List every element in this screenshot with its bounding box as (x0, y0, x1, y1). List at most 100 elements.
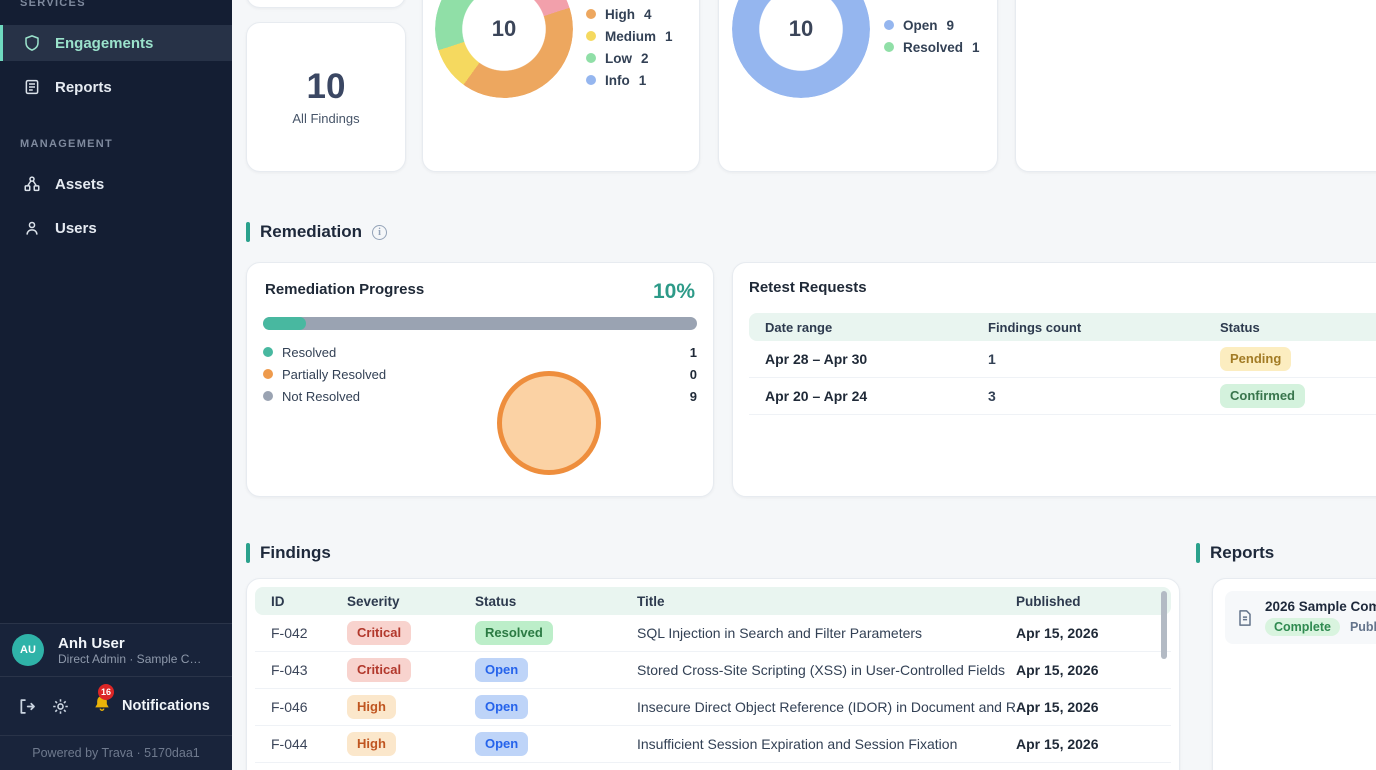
col-status: Status (475, 594, 637, 609)
legend-item-resolved: Resolved1 (884, 36, 980, 58)
retest-table-header: Date range Findings count Status (749, 313, 1376, 341)
app-root: SERVICES Engagements Reports MANAGEMENT … (0, 0, 1376, 770)
all-findings-value: 10 (307, 69, 346, 104)
powered-by-footer: Powered by Trava · 5170daa1 (0, 735, 232, 770)
sidebar-section-services: SERVICES (0, 0, 232, 9)
notification-count-badge: 16 (98, 684, 114, 700)
resolved-dot (263, 347, 273, 357)
progress-track (263, 317, 697, 330)
partially-resolved-dot (263, 369, 273, 379)
remediation-legend: Resolved1 Partially Resolved0 Not Resolv… (263, 341, 697, 407)
legend-item-partially-resolved: Partially Resolved0 (263, 363, 697, 385)
status-badge: Open (475, 695, 528, 719)
sidebar-section-management: MANAGEMENT (0, 138, 232, 150)
retest-requests-title: Retest Requests (749, 279, 867, 296)
col-published: Published (1016, 594, 1136, 609)
network-nodes-icon (23, 175, 41, 193)
finding-row[interactable]: F-042 Critical Resolved SQL Injection in… (255, 615, 1171, 652)
sidebar: SERVICES Engagements Reports MANAGEMENT … (0, 0, 232, 770)
retest-row: Apr 20 – Apr 24 3 Confirmed (749, 378, 1376, 415)
retest-requests-card: Retest Requests Date range Findings coun… (732, 262, 1376, 497)
partial-card-above (246, 0, 406, 8)
report-status-badge: Complete (1265, 618, 1340, 636)
status-donut-center: 10 (732, 0, 870, 98)
document-lines-icon (23, 78, 41, 96)
status-badge-confirmed: Confirmed (1220, 384, 1305, 408)
main-content: 10 All Findings 10 Critical2 High4 Mediu… (232, 0, 1376, 770)
finding-row[interactable]: F-046 High Open Insecure Direct Object R… (255, 689, 1171, 726)
report-title: 2026 Sample Compan (1265, 599, 1376, 614)
col-findings-count: Findings count (988, 320, 1220, 335)
severity-badge: Critical (347, 658, 411, 682)
resolved-dot (884, 42, 894, 52)
report-file-icon (1235, 608, 1255, 628)
medium-dot (586, 31, 596, 41)
remediation-bubble-chart (497, 371, 601, 475)
severity-donut-wrap: 10 (435, 0, 573, 98)
legend-item-medium: Medium1 (586, 25, 673, 47)
notifications-label[interactable]: Notifications (122, 698, 210, 714)
finding-row[interactable]: F-043 Critical Open Stored Cross-Site Sc… (255, 652, 1171, 689)
shield-icon (23, 34, 41, 52)
legend-item-open: Open9 (884, 14, 980, 36)
sidebar-item-label: Engagements (55, 35, 153, 52)
progress-fill (263, 317, 306, 330)
col-id: ID (255, 594, 347, 609)
legend-item-low: Low2 (586, 47, 673, 69)
overview-card-extra (1015, 0, 1376, 172)
status-badge-pending: Pending (1220, 347, 1291, 371)
all-findings-card: 10 All Findings (246, 22, 406, 172)
logout-icon[interactable] (16, 696, 36, 716)
open-dot (884, 20, 894, 30)
sidebar-item-label: Assets (55, 176, 104, 193)
col-title: Title (637, 594, 1016, 609)
findings-section-header: Findings (246, 542, 331, 564)
reports-title: Reports (1210, 543, 1274, 563)
sidebar-user-section: AU Anh User Direct Admin · Sample Co... … (0, 623, 232, 735)
user-row[interactable]: AU Anh User Direct Admin · Sample Co... (0, 624, 232, 677)
sidebar-item-users[interactable]: Users (0, 210, 232, 246)
severity-badge: High (347, 732, 396, 756)
col-status: Status (1220, 320, 1376, 335)
severity-legend: Critical2 High4 Medium1 Low2 Info1 (586, 0, 673, 91)
remediation-percent: 10% (653, 281, 695, 302)
table-scrollbar-thumb[interactable] (1161, 591, 1167, 659)
sidebar-item-assets[interactable]: Assets (0, 166, 232, 202)
settings-gear-icon[interactable] (50, 696, 70, 716)
sidebar-actions: 16 Notifications (0, 677, 232, 735)
sidebar-item-engagements[interactable]: Engagements (0, 25, 232, 61)
info-icon[interactable]: i (372, 225, 387, 240)
section-accent-bar (1196, 543, 1200, 563)
remediation-progress-title: Remediation Progress (265, 281, 424, 298)
reports-section-header: Reports (1196, 542, 1274, 564)
report-item[interactable]: 2026 Sample Compan Complete Public (1225, 591, 1376, 644)
user-icon (23, 219, 41, 237)
remediation-section-header: Remediation i (246, 221, 387, 243)
severity-badge: Critical (347, 621, 411, 645)
notifications-bell[interactable]: 16 (92, 694, 112, 719)
reports-list-card: 2026 Sample Compan Complete Public (1212, 578, 1376, 770)
col-date-range: Date range (749, 320, 988, 335)
not-resolved-dot (263, 391, 273, 401)
legend-item-resolved: Resolved1 (263, 341, 697, 363)
legend-item-not-resolved: Not Resolved9 (263, 385, 697, 407)
low-dot (586, 53, 596, 63)
sidebar-item-label: Reports (55, 79, 112, 96)
col-severity: Severity (347, 594, 475, 609)
high-dot (586, 9, 596, 19)
severity-donut-center: 10 (435, 0, 573, 98)
severity-donut-card: 10 Critical2 High4 Medium1 Low2 Info1 (422, 0, 700, 172)
status-badge: Open (475, 658, 528, 682)
status-badge: Open (475, 732, 528, 756)
avatar: AU (12, 634, 44, 666)
sidebar-item-reports[interactable]: Reports (0, 69, 232, 105)
report-visibility: Public (1350, 620, 1376, 634)
finding-row[interactable]: F-044 High Open Insufficient Session Exp… (255, 726, 1171, 763)
all-findings-label: All Findings (292, 111, 359, 126)
info-dot (586, 75, 596, 85)
sidebar-item-label: Users (55, 220, 97, 237)
findings-table-header: ID Severity Status Title Published (255, 587, 1171, 615)
user-role: Direct Admin · Sample Co... (58, 652, 206, 666)
legend-item-info: Info1 (586, 69, 673, 91)
section-accent-bar (246, 543, 250, 563)
